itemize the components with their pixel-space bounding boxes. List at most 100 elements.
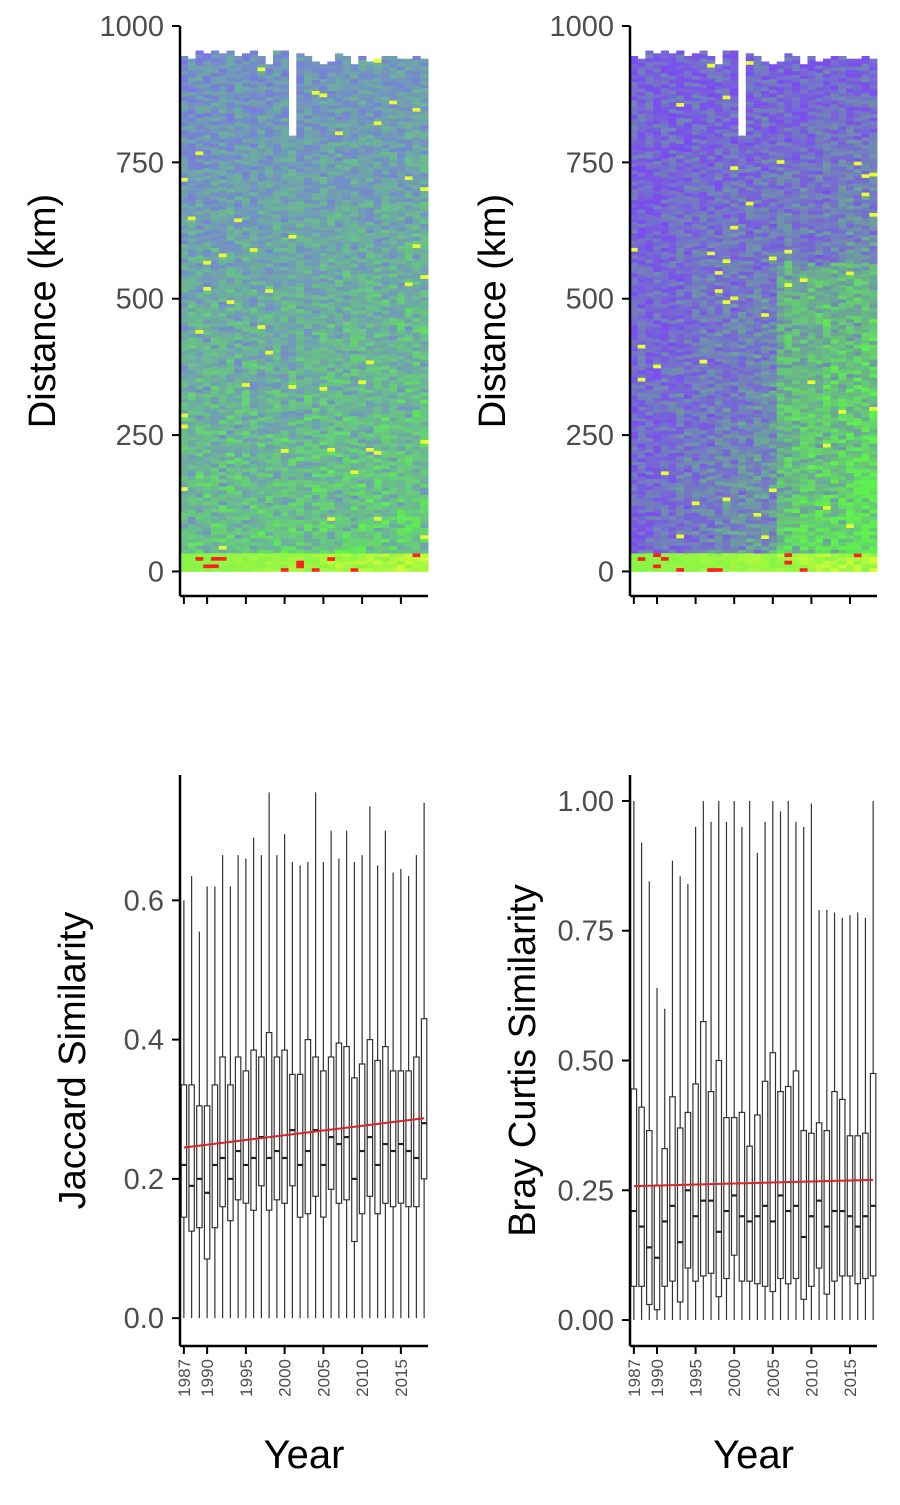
heat-cell xyxy=(203,335,211,339)
heat-cell xyxy=(327,448,335,452)
heat-cell xyxy=(273,129,281,133)
heat-cell xyxy=(343,457,351,461)
heat-cell xyxy=(351,459,359,463)
heat-cell xyxy=(203,105,211,109)
heat-cell xyxy=(273,304,281,308)
heat-cell xyxy=(389,196,397,200)
heat-cell xyxy=(203,523,211,527)
heat-cell xyxy=(304,292,312,296)
heat-cell xyxy=(203,327,211,331)
heat-cell xyxy=(211,493,219,497)
heat-cell xyxy=(312,280,320,284)
heat-cell xyxy=(211,296,219,300)
heat-cell xyxy=(273,322,281,326)
heat-cell xyxy=(645,173,653,177)
heat-cell xyxy=(234,89,242,93)
heat-cell xyxy=(351,423,359,427)
heat-cell xyxy=(289,440,297,444)
heat-cell xyxy=(374,550,382,554)
heat-cell xyxy=(211,214,219,218)
heat-cell xyxy=(219,379,227,383)
heat-cell xyxy=(638,407,646,411)
heat-cell xyxy=(320,274,328,278)
heat-cell xyxy=(296,76,304,80)
heat-cell xyxy=(343,211,351,215)
heat-cell xyxy=(296,142,304,146)
heat-cell xyxy=(327,484,335,488)
heat-cell xyxy=(343,259,351,263)
heat-cell xyxy=(653,238,661,242)
heat-cell xyxy=(343,509,351,513)
heat-cell xyxy=(242,490,250,494)
heat-cell xyxy=(211,147,219,151)
heat-cell xyxy=(389,417,397,421)
heat-cell xyxy=(335,486,343,490)
heat-cell xyxy=(374,235,382,239)
heat-cell xyxy=(638,290,646,294)
heat-cell xyxy=(413,303,421,307)
heat-cell xyxy=(638,447,646,451)
heat-cell xyxy=(397,473,405,477)
heat-cell xyxy=(188,81,196,85)
heat-cell xyxy=(382,395,390,399)
heat-cell xyxy=(219,312,227,316)
heat-cell xyxy=(638,557,646,561)
heat-cell xyxy=(219,61,227,65)
heat-cell xyxy=(250,121,258,125)
heat-cell xyxy=(320,155,328,159)
heat-cell xyxy=(304,387,312,391)
heat-cell xyxy=(281,337,289,341)
heat-cell xyxy=(281,252,289,256)
heat-cell xyxy=(265,459,273,463)
heat-cell xyxy=(211,285,219,289)
heat-cell xyxy=(304,67,312,71)
heat-cell xyxy=(374,363,382,367)
heat-cell xyxy=(358,424,366,428)
heat-cell xyxy=(242,338,250,342)
heat-cell xyxy=(227,203,235,207)
heat-cell xyxy=(320,347,328,351)
heat-cell xyxy=(327,360,335,364)
heat-cell xyxy=(289,462,297,466)
heat-cell xyxy=(196,553,204,557)
heat-cell xyxy=(405,176,413,180)
heat-cell xyxy=(335,542,343,546)
heat-cell xyxy=(296,375,304,379)
heat-cell xyxy=(351,311,359,315)
heat-cell xyxy=(242,105,250,109)
heat-cell xyxy=(312,240,320,244)
heat-cell xyxy=(320,129,328,133)
heat-cell xyxy=(343,111,351,115)
heat-cell xyxy=(219,157,227,161)
heat-cell xyxy=(382,211,390,215)
heat-cell xyxy=(327,389,335,393)
heat-cell xyxy=(219,523,227,527)
heat-cell xyxy=(312,266,320,270)
heat-cell xyxy=(397,498,405,502)
heat-cell xyxy=(389,509,397,513)
heat-cell xyxy=(234,214,242,218)
heat-cell xyxy=(250,196,258,200)
heat-cell xyxy=(645,84,653,88)
heat-cell xyxy=(366,266,374,270)
heat-cell xyxy=(211,486,219,490)
heat-cell xyxy=(351,553,359,557)
heat-cell xyxy=(335,142,343,146)
heat-cell xyxy=(645,207,653,211)
heat-cell xyxy=(304,314,312,318)
heat-cell xyxy=(312,459,320,463)
heat-cell xyxy=(327,349,335,353)
heat-cell xyxy=(405,374,413,378)
heat-cell xyxy=(397,209,405,213)
heat-cell xyxy=(374,399,382,403)
heat-cell xyxy=(219,427,227,431)
heat-cell xyxy=(234,454,242,458)
heat-cell xyxy=(382,432,390,436)
heat-cell xyxy=(327,102,335,106)
heat-cell xyxy=(343,498,351,502)
heat-cell xyxy=(273,229,281,233)
heat-cell xyxy=(273,147,281,151)
heat-cell xyxy=(211,289,219,293)
heat-cell xyxy=(420,165,428,169)
heat-cell xyxy=(304,159,312,163)
